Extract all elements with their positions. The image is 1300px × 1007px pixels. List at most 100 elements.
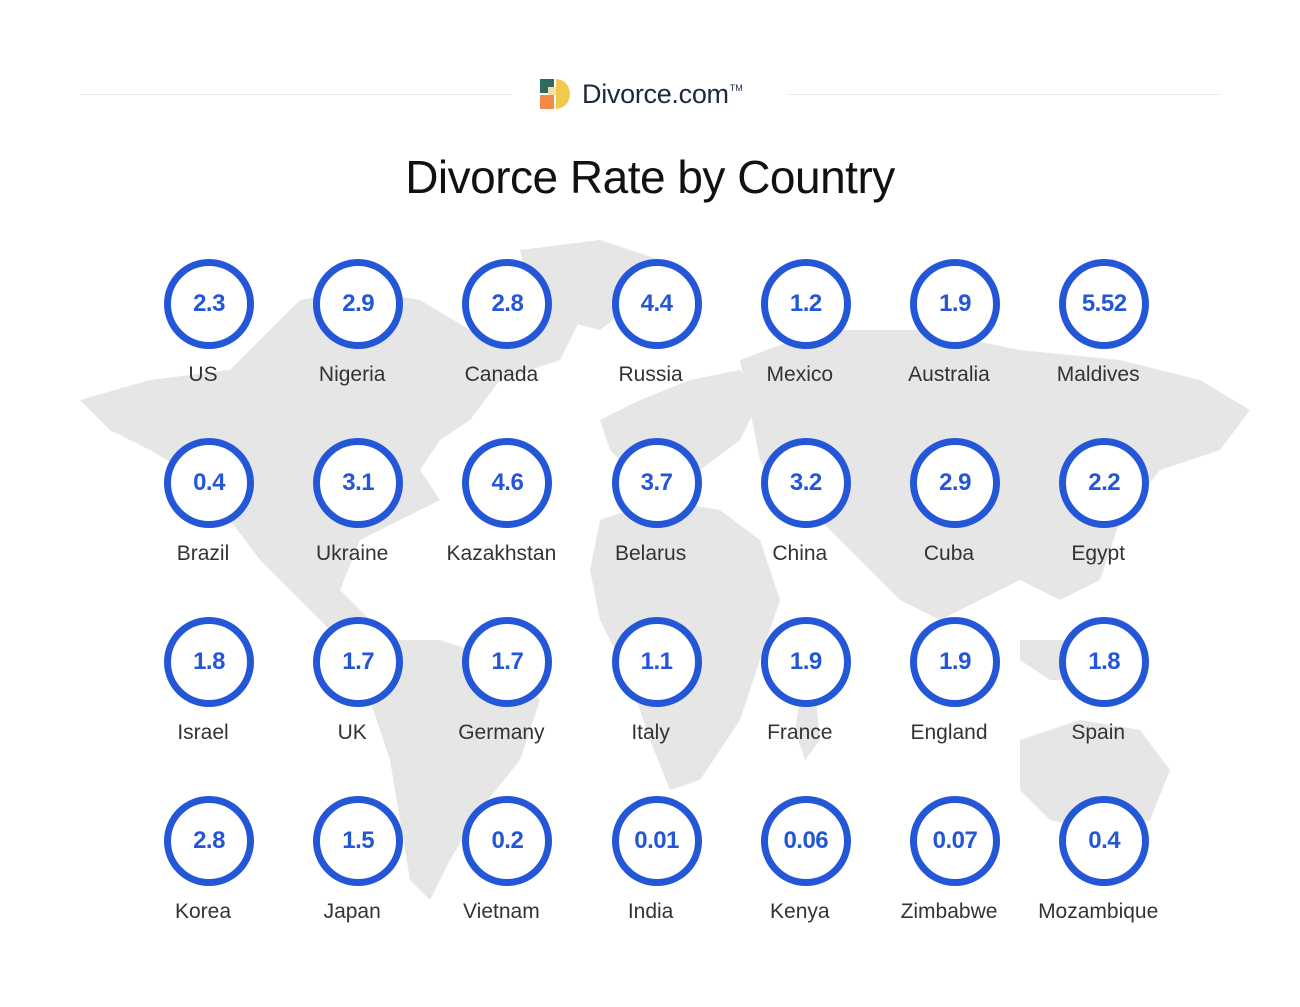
- country-cell: 4.6 Kazakhstan: [431, 438, 581, 588]
- country-cell: 5.52 Maldives: [1028, 259, 1178, 409]
- country-label: Vietnam: [463, 900, 540, 923]
- country-cell: 1.2 Mexico: [730, 259, 880, 409]
- rate-value: 1.1: [640, 648, 673, 675]
- rate-circle: 2.9: [910, 438, 1000, 528]
- country-label: US: [188, 363, 218, 386]
- rate-circle: 0.06: [760, 796, 851, 886]
- rate-circle: 1.9: [910, 259, 1000, 349]
- rate-value: 1.7: [342, 648, 375, 675]
- country-cell: 1.9 Australia: [879, 259, 1029, 409]
- country-label: Brazil: [176, 542, 230, 565]
- rate-circle: 2.3: [164, 259, 254, 349]
- country-cell: 0.07 Zimbabwe: [879, 796, 1029, 946]
- country-cell: 2.9 Nigeria: [282, 259, 432, 409]
- country-label: Spain: [1071, 721, 1126, 744]
- rate-value: 3.1: [342, 469, 375, 496]
- chart-title: Divorce Rate by Country: [405, 151, 895, 203]
- rate-value: 2.2: [1088, 469, 1121, 496]
- rate-circle: 1.2: [760, 259, 851, 349]
- country-cell: 3.2 China: [730, 438, 880, 588]
- country-cell: 0.06 Kenya: [730, 796, 880, 946]
- country-label: Egypt: [1071, 542, 1126, 565]
- country-label: Ukraine: [316, 542, 389, 565]
- rate-circle: 0.2: [462, 796, 553, 886]
- rate-circle: 3.2: [760, 438, 851, 528]
- country-cell: 2.8 Canada: [431, 259, 581, 409]
- country-cell: 1.9 England: [879, 617, 1029, 767]
- country-cell: 1.7 Germany: [431, 617, 581, 767]
- rate-circle: 0.07: [910, 796, 1000, 886]
- country-label: Australia: [908, 363, 990, 386]
- rate-value: 3.2: [789, 469, 822, 496]
- rate-value: 1.5: [342, 827, 375, 854]
- country-label: Mozambique: [1038, 900, 1159, 923]
- country-cell: 2.3 US: [133, 259, 283, 409]
- country-label: Mexico: [766, 363, 834, 386]
- header-divider-right: [788, 94, 1220, 95]
- rate-value: 1.8: [1088, 648, 1121, 675]
- country-cell: 0.4 Brazil: [133, 438, 283, 588]
- country-cell: 2.8 Korea: [133, 796, 283, 946]
- rate-value: 1.8: [193, 648, 225, 675]
- rate-circle: 0.4: [164, 438, 254, 528]
- rate-value: 0.01: [634, 827, 679, 854]
- rate-circle: 2.8: [164, 796, 254, 886]
- country-cell: 2.2 Egypt: [1028, 438, 1178, 588]
- brand-name: Divorce.com: [582, 78, 729, 109]
- rate-circle: 0.4: [1059, 796, 1150, 886]
- country-label: Germany: [458, 721, 545, 744]
- rate-value: 2.8: [193, 827, 225, 854]
- rate-circle: 2.8: [462, 259, 553, 349]
- country-cell: 4.4 Russia: [581, 259, 731, 409]
- rate-circle: 1.8: [1059, 617, 1150, 707]
- rate-value: 2.9: [939, 469, 971, 496]
- country-label: Kenya: [770, 900, 830, 923]
- rate-circle: 2.9: [313, 259, 404, 349]
- country-label: Kazakhstan: [446, 542, 557, 565]
- rate-value: 0.07: [932, 827, 978, 854]
- rate-value: 5.52: [1081, 290, 1127, 317]
- rate-value: 3.7: [640, 469, 673, 496]
- rate-circle: 1.9: [760, 617, 851, 707]
- country-cell: 3.7 Belarus: [581, 438, 731, 588]
- rate-circle: 3.1: [313, 438, 404, 528]
- country-cell: 1.8 Israel: [133, 617, 283, 767]
- rate-value: 2.8: [491, 290, 524, 317]
- country-cell: 0.4 Mozambique: [1028, 796, 1178, 946]
- country-cell: 0.2 Vietnam: [431, 796, 581, 946]
- rate-circle: 2.2: [1059, 438, 1150, 528]
- rate-value: 2.3: [193, 290, 225, 317]
- rate-circle: 0.01: [611, 796, 702, 886]
- rate-value: 0.06: [783, 827, 829, 854]
- country-label: Canada: [464, 363, 539, 386]
- country-label: Zimbabwe: [900, 900, 998, 923]
- country-cell: 1.9 France: [730, 617, 880, 767]
- rate-value: 0.4: [1088, 827, 1121, 854]
- rate-value: 1.7: [491, 648, 524, 675]
- country-cell: 2.9 Cuba: [879, 438, 1029, 588]
- rate-value: 1.2: [789, 290, 822, 317]
- country-cell: 0.01 India: [581, 796, 731, 946]
- country-label: France: [767, 721, 833, 744]
- brand-trademark: TM: [729, 83, 743, 93]
- rate-circle: 4.6: [462, 438, 553, 528]
- country-label: Nigeria: [318, 363, 386, 386]
- rate-circle: 1.8: [164, 617, 254, 707]
- country-label: Israel: [177, 721, 229, 744]
- rate-circle: 1.5: [313, 796, 404, 886]
- rate-circle: 1.9: [910, 617, 1000, 707]
- rate-value: 4.4: [640, 290, 673, 317]
- rate-circle: 5.52: [1059, 259, 1150, 349]
- country-label: Japan: [323, 900, 381, 923]
- rate-value: 1.9: [939, 648, 971, 675]
- country-label: Russia: [618, 363, 683, 386]
- header-divider-left: [80, 94, 512, 95]
- brand: Divorce.com TM: [540, 74, 743, 114]
- rate-value: 0.2: [491, 827, 524, 854]
- rate-circle: 4.4: [611, 259, 702, 349]
- country-cell: 3.1 Ukraine: [282, 438, 432, 588]
- rate-circle: 1.7: [313, 617, 404, 707]
- country-label: Korea: [174, 900, 232, 923]
